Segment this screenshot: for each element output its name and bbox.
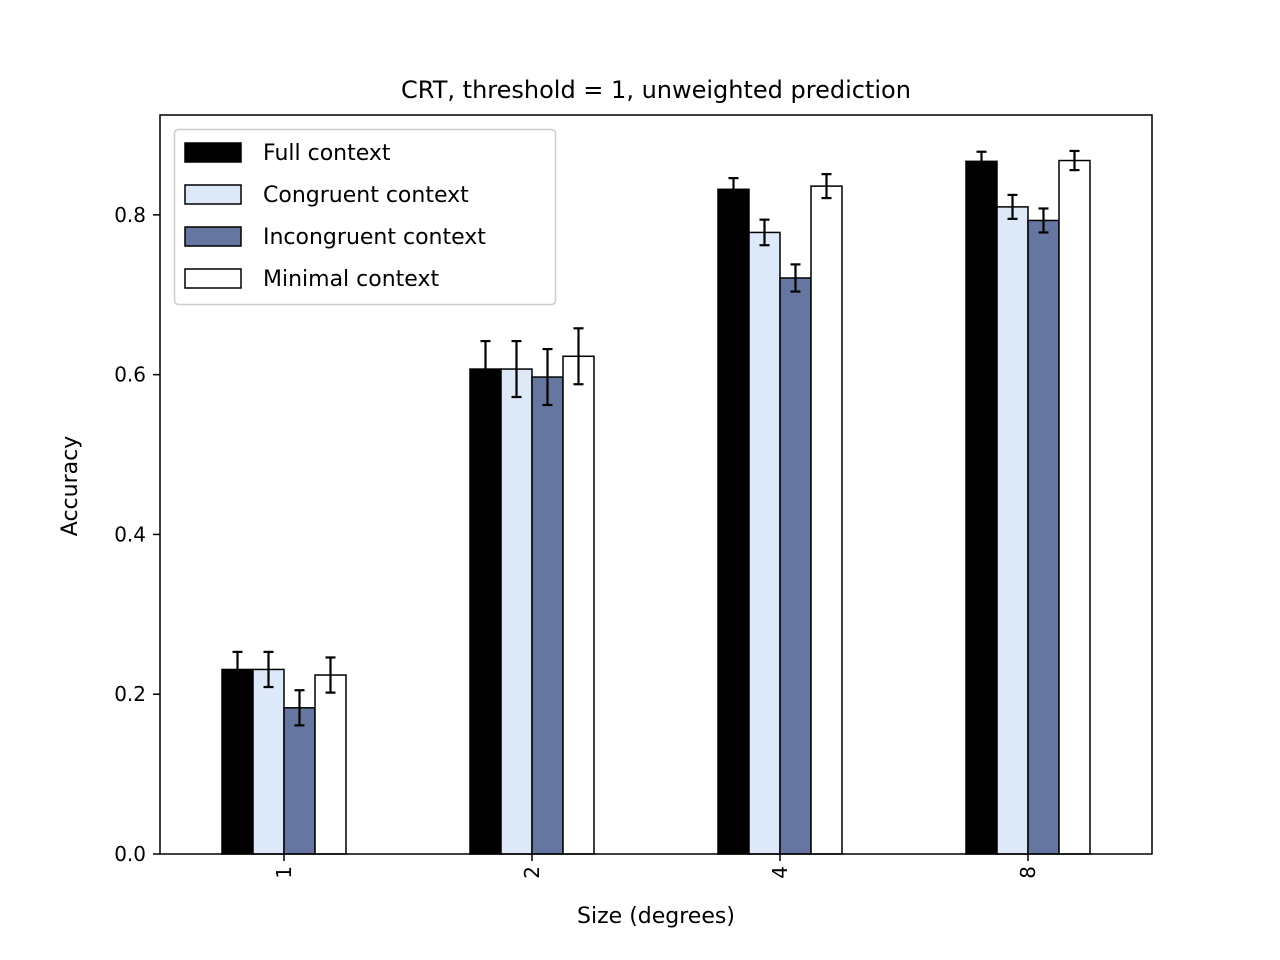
y-tick-label: 0.4: [114, 522, 146, 546]
bar: [717, 188, 750, 855]
y-tick-label: 0.2: [114, 682, 146, 706]
legend-label: Congruent context: [263, 183, 469, 208]
bar: [500, 368, 533, 855]
y-axis-label: Accuracy: [58, 436, 83, 536]
y-axis: 0.0 0.2 0.4 0.6 0.8: [114, 203, 160, 866]
legend-label: Minimal context: [263, 267, 439, 292]
y-tick-label: 0.0: [114, 842, 146, 866]
legend-swatch: [184, 184, 242, 205]
bar: [965, 160, 998, 855]
bar: [996, 206, 1029, 855]
legend-label: Incongruent context: [263, 225, 486, 250]
bar: [1027, 219, 1060, 855]
legend-swatch: [184, 268, 242, 289]
x-tick-label: 2: [520, 866, 544, 879]
x-axis-label: Size (degrees): [577, 904, 735, 929]
bar: [779, 277, 812, 855]
x-tick-label: 8: [1016, 866, 1040, 879]
x-axis: 1 2 4 8: [272, 854, 1040, 879]
chart-title: CRT, threshold = 1, unweighted predictio…: [401, 76, 911, 104]
bar: [531, 376, 564, 855]
bar: [1058, 159, 1091, 855]
legend: Full context Congruent context Incongruent…: [173, 128, 557, 306]
bar: [252, 668, 285, 855]
bar: [283, 707, 316, 855]
error-bars-group: [232, 149, 1080, 727]
x-tick-label: 4: [768, 866, 792, 879]
bar: [810, 185, 843, 855]
bar: [469, 368, 502, 855]
legend-swatch: [184, 226, 242, 247]
x-tick-label: 1: [272, 866, 296, 879]
bar: [314, 674, 347, 855]
legend-swatch: [184, 142, 242, 163]
bar: [221, 668, 254, 855]
bar: [748, 231, 781, 855]
bar: [562, 355, 595, 855]
legend-frame: [173, 128, 557, 306]
y-tick-label: 0.8: [114, 203, 146, 227]
y-tick-label: 0.6: [114, 363, 146, 387]
legend-label: Full context: [263, 141, 391, 166]
plot-frame: [159, 114, 1153, 855]
